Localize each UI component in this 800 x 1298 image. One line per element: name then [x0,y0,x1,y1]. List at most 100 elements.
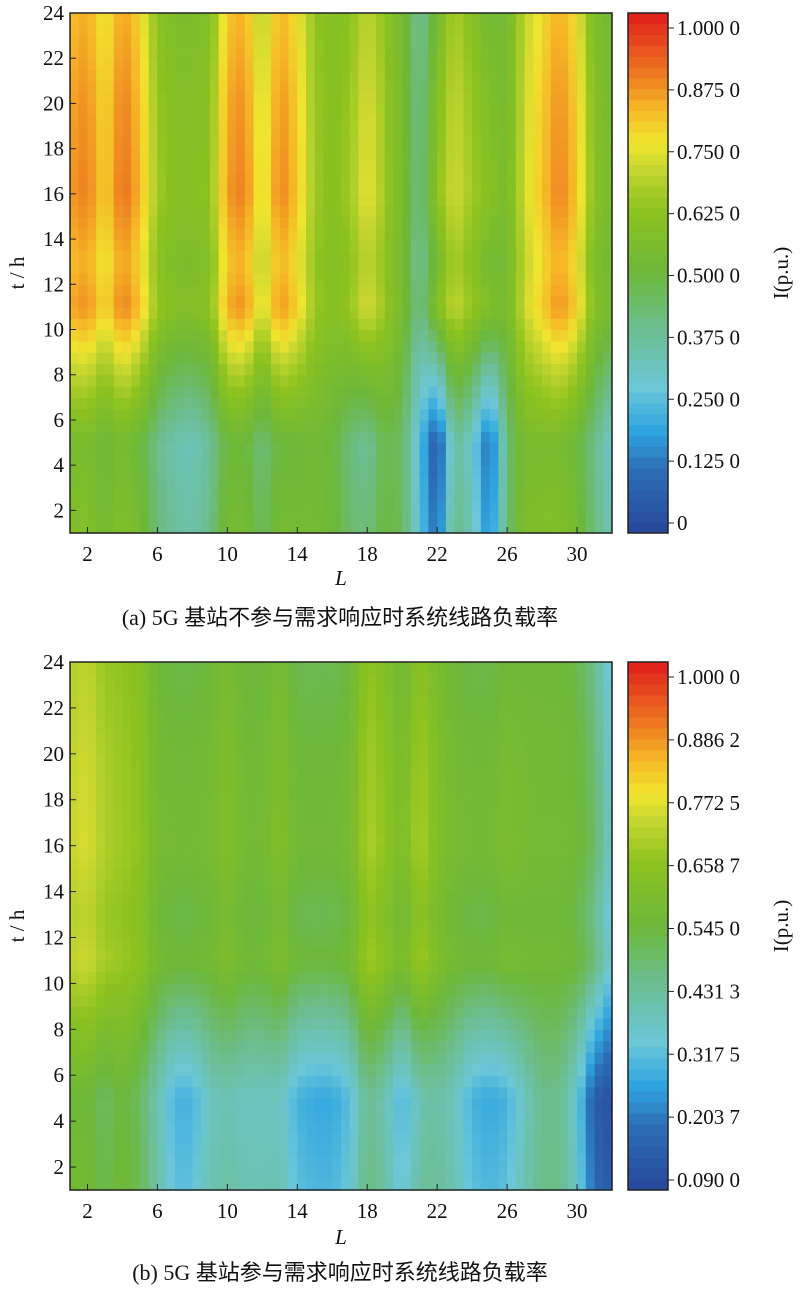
heatmap-cell [174,971,185,984]
heatmap-cell [306,80,316,93]
heatmap-cell [428,1121,438,1134]
heatmap-cell [568,239,578,251]
heatmap-cell [341,730,351,743]
heatmap-cell [480,499,491,511]
heatmap-cell [174,753,185,766]
heatmap-cell [384,80,395,93]
heatmap-cell [594,510,604,523]
heatmap-cell [332,487,342,500]
heatmap-cell [209,69,220,82]
heatmap-cell [157,487,167,500]
heatmap-cell [218,730,228,743]
heatmap-cell [306,465,316,478]
heatmap-cell [437,822,447,835]
heatmap-cell [341,159,351,172]
heatmap-cell [550,510,561,523]
heatmap-cell [157,80,167,93]
heatmap-cell [279,1132,290,1145]
heatmap-cell [402,776,412,789]
heatmap-cell [358,58,368,71]
heatmap-cell [358,983,368,996]
heatmap-cell [498,216,508,229]
heatmap-cell [218,261,228,274]
heatmap-cell [314,453,325,466]
colorbar-segment [628,229,668,241]
heatmap-cell [236,1075,246,1088]
heatmap-cell [577,250,587,263]
colorbar-segment [628,45,668,57]
heatmap-cell [201,397,211,410]
heatmap-cell [192,960,202,973]
heatmap-cell [463,126,473,138]
heatmap-cell [113,1075,124,1088]
heatmap-cell [87,868,97,881]
heatmap-cell [166,868,176,881]
heatmap-cell [533,58,543,71]
heatmap-cell [393,137,403,150]
heatmap-cell [437,340,447,353]
heatmap-cell [314,1132,325,1145]
heatmap-cell [445,340,456,353]
heatmap-cell [157,788,167,801]
heatmap-cell [78,948,89,962]
heatmap-cell [402,753,412,766]
heatmap-cell [262,765,272,778]
heatmap-cell [410,431,421,444]
heatmap-cell [568,80,578,93]
heatmap-cell [306,1040,316,1053]
heatmap-cell [393,69,403,82]
heatmap-cell [507,295,517,308]
heatmap-cell [437,171,447,184]
heatmap-cell [332,374,342,387]
heatmap-cell [480,114,491,127]
colorbar-segment [628,218,668,231]
heatmap-cell [323,431,333,444]
heatmap-cell [279,193,290,206]
heatmap-cell [445,205,456,218]
heatmap-cell [445,822,456,835]
heatmap-cell [402,216,412,229]
heatmap-cell [148,673,159,686]
heatmap-cell [568,340,578,353]
heatmap-cell [192,114,202,127]
heatmap-cell [533,329,543,342]
heatmap-cell [314,926,325,939]
heatmap-cell [209,1063,220,1076]
heatmap-cell [192,753,202,766]
heatmap-cell [332,216,342,229]
heatmap-cell [489,114,499,127]
heatmap-cell [349,880,360,893]
heatmap-cell [209,891,220,904]
heatmap-cell [594,476,604,489]
heatmap-cell [70,453,80,466]
heatmap-cell [262,408,272,421]
heatmap-cell [70,937,80,950]
heatmap-cell [533,397,543,410]
heatmap-cell [306,46,316,59]
heatmap-cell [157,926,167,939]
heatmap-cell [279,1086,290,1099]
heatmap-cell [96,442,106,455]
heatmap-cell [192,419,202,432]
heatmap-cell [78,329,89,342]
heatmap-cell [402,148,412,161]
heatmap-cell [148,1121,159,1134]
heatmap-cell [279,431,290,444]
heatmap-cell [271,707,281,720]
heatmap-cell [139,960,150,973]
heatmap-cell [192,374,202,387]
heatmap-cell [157,103,167,116]
heatmap-cell [314,205,325,218]
heatmap-cell [445,1075,456,1088]
y-tick-label: 4 [54,453,65,477]
heatmap-cell [253,92,263,105]
heatmap-cell [367,1075,377,1088]
heatmap-cell [454,431,464,444]
heatmap-cell [183,1063,193,1076]
heatmap-cell [279,487,290,500]
heatmap-cell [236,696,246,709]
heatmap-cell [209,1155,220,1168]
heatmap-cell [236,465,246,478]
heatmap-cell [183,822,193,835]
colorbar-tick-label: 0.750 0 [677,140,740,164]
